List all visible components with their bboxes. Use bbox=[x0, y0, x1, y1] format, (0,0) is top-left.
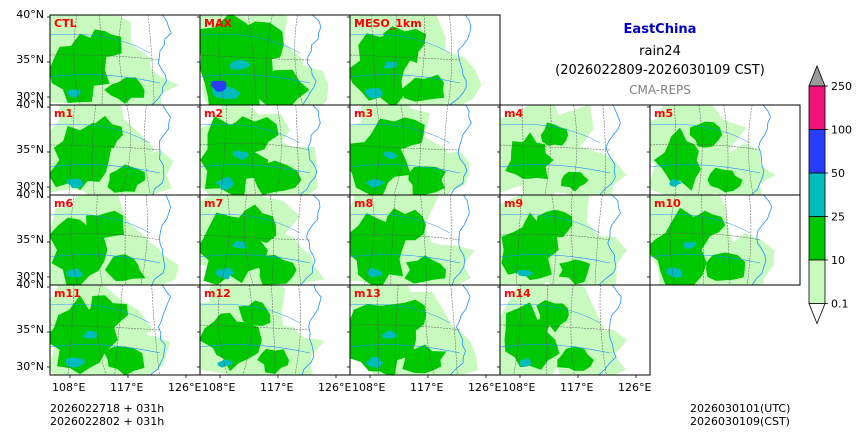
lat-tick-label: 40°N bbox=[16, 98, 44, 111]
panel-label: MAX bbox=[204, 17, 232, 30]
map-panel: m1 bbox=[47, 104, 201, 196]
panel-label: MESO_1km bbox=[354, 17, 422, 30]
panel-label: m2 bbox=[204, 107, 223, 120]
panel-label: m3 bbox=[354, 107, 373, 120]
period-title: (2026022809-2026030109 CST) bbox=[555, 63, 765, 78]
map-panel: m2 bbox=[197, 104, 351, 196]
map-panel: m10 bbox=[647, 194, 801, 286]
lon-tick-label: 126°E bbox=[318, 381, 352, 394]
colorbar-level-label: 10 bbox=[831, 254, 845, 267]
lat-tick-label: 30°N bbox=[16, 360, 44, 373]
lon-tick-label: 126°E bbox=[618, 381, 652, 394]
map-panel: m7 bbox=[197, 194, 351, 286]
panel-label: m7 bbox=[204, 197, 223, 210]
lat-tick-label: 40°N bbox=[16, 8, 44, 21]
map-panel: m4 bbox=[497, 104, 651, 196]
map-panel: m13 bbox=[347, 284, 501, 376]
panel-label: m9 bbox=[504, 197, 523, 210]
lat-tick-label: 40°N bbox=[16, 188, 44, 201]
lat-tick-label: 35°N bbox=[16, 233, 44, 246]
colorbar-level-label: 250 bbox=[831, 80, 852, 93]
system-label: CMA-REPS bbox=[629, 83, 691, 97]
valid-time-cst: 2026030109(CST) bbox=[690, 415, 790, 428]
panel-label: m12 bbox=[204, 287, 231, 300]
colorbar-segment bbox=[808, 259, 826, 304]
colorbar-extend-min bbox=[808, 303, 826, 325]
map-panel: m8 bbox=[347, 194, 501, 286]
colorbar-segment bbox=[808, 172, 826, 217]
map-panel: m14 bbox=[497, 284, 651, 376]
map-panel: CTL bbox=[47, 14, 201, 106]
colorbar-segment bbox=[808, 129, 826, 174]
map-panel: m11 bbox=[47, 284, 201, 376]
valid-time-utc: 2026030101(UTC) bbox=[690, 402, 791, 415]
lat-tick-label: 30°N bbox=[16, 180, 44, 193]
panel-label: m5 bbox=[654, 107, 673, 120]
map-panel: m5 bbox=[647, 104, 801, 196]
lon-tick-label: 126°E bbox=[468, 381, 502, 394]
map-panel: MAX bbox=[197, 14, 351, 106]
map-panel: m3 bbox=[347, 104, 501, 196]
lon-tick-label: 117°E bbox=[560, 381, 594, 394]
variable-title: rain24 bbox=[639, 44, 681, 59]
panel-label: m10 bbox=[654, 197, 681, 210]
map-panel: m9 bbox=[497, 194, 651, 286]
init-time-cst: 2026022802 + 031h bbox=[50, 415, 165, 428]
map-panel: m6 bbox=[47, 194, 201, 286]
panel-label: m14 bbox=[504, 287, 531, 300]
map-panel: m12 bbox=[197, 284, 351, 376]
colorbar-level-label: 100 bbox=[831, 124, 852, 137]
lat-tick-label: 35°N bbox=[16, 323, 44, 336]
panel-label: m8 bbox=[354, 197, 373, 210]
lon-tick-label: 108°E bbox=[502, 381, 536, 394]
colorbar-level-label: 25 bbox=[831, 211, 845, 224]
lon-tick-label: 117°E bbox=[260, 381, 294, 394]
lon-tick-label: 126°E bbox=[168, 381, 202, 394]
lon-tick-label: 108°E bbox=[352, 381, 386, 394]
colorbar-segment bbox=[808, 216, 826, 261]
colorbar-level-label: 0.1 bbox=[831, 298, 849, 311]
colorbar-segment bbox=[808, 85, 826, 130]
panel-label: m1 bbox=[54, 107, 73, 120]
init-time-utc: 2026022718 + 031h bbox=[50, 402, 165, 415]
lat-tick-label: 30°N bbox=[16, 90, 44, 103]
lon-tick-label: 108°E bbox=[52, 381, 86, 394]
lon-tick-label: 117°E bbox=[110, 381, 144, 394]
region-title: EastChina bbox=[623, 22, 697, 37]
map-panel: MESO_1km bbox=[347, 14, 501, 106]
colorbar: 250 100 50 25 10 0.1 bbox=[808, 64, 852, 325]
lat-tick-label: 35°N bbox=[16, 53, 44, 66]
colorbar-level-label: 50 bbox=[831, 167, 845, 180]
lon-tick-label: 117°E bbox=[410, 381, 444, 394]
lat-tick-label: 35°N bbox=[16, 143, 44, 156]
panel-label: m13 bbox=[354, 287, 381, 300]
lat-tick-label: 30°N bbox=[16, 270, 44, 283]
panel-label: m6 bbox=[54, 197, 73, 210]
panel-label: CTL bbox=[54, 17, 77, 30]
panel-label: m11 bbox=[54, 287, 81, 300]
lon-tick-label: 108°E bbox=[202, 381, 236, 394]
lat-tick-label: 40°N bbox=[16, 278, 44, 291]
colorbar-extend-max bbox=[808, 64, 826, 87]
panel-label: m4 bbox=[504, 107, 523, 120]
